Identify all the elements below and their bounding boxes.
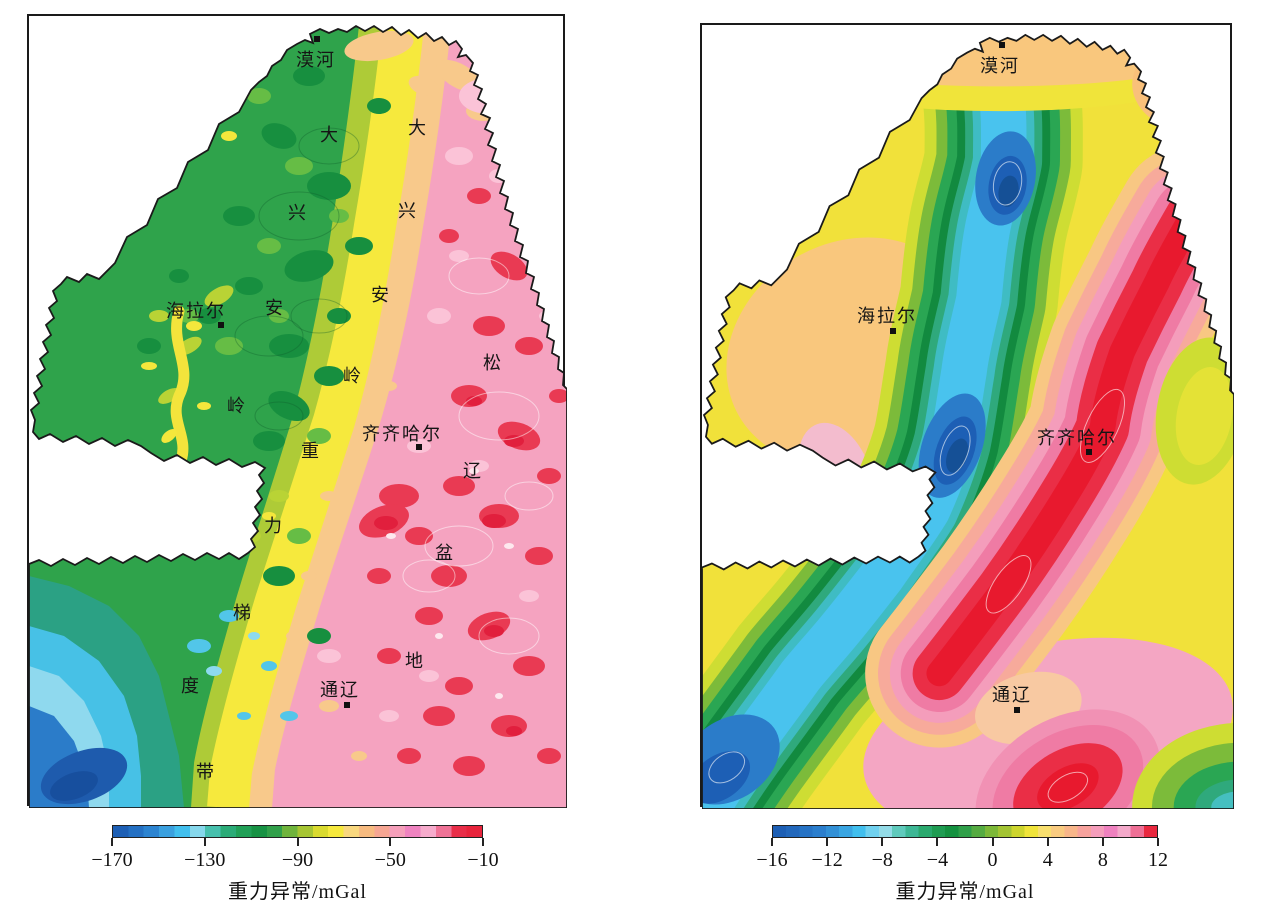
right-contour-map-graphic: [702, 33, 1234, 809]
city-marker-hailar: [890, 328, 896, 334]
gradient-belt-label-char: 度: [181, 676, 199, 696]
city-marker-tongliao: [344, 702, 350, 708]
gradient-belt-label-char: 大: [408, 118, 426, 138]
city-marker-tongliao: [1014, 707, 1020, 713]
colorbar-tick-label: 0: [987, 849, 998, 871]
mountain-label-char: 安: [265, 298, 283, 318]
right-colorbar: −16 −12 −8 −4 0 4 8 12 重力异常/mGal: [756, 825, 1168, 921]
gradient-belt-label-char: 梯: [233, 603, 251, 623]
colorbar-tick: [991, 838, 994, 846]
colorbar-tick-label: −4: [926, 849, 949, 871]
city-marker-hailar: [218, 322, 224, 328]
city-label-mohe: 漠河: [980, 56, 1020, 76]
colorbar-tick-label: −12: [811, 849, 843, 871]
basin-label-char: 盆: [435, 543, 453, 563]
city-label-hailar: 海拉尔: [857, 306, 917, 326]
gradient-belt-label-char: 重: [301, 441, 319, 461]
colorbar-tick: [1101, 838, 1104, 846]
colorbar-tick: [936, 838, 939, 846]
city-marker-qiqihar: [416, 444, 422, 450]
colorbar-tick-label: −90: [281, 849, 314, 871]
colorbar-tick: [1046, 838, 1049, 846]
colorbar-tick-label: −50: [374, 849, 406, 871]
gradient-belt-label-char: 安: [371, 285, 389, 305]
left-colorbar: −170 −130 −90 −50 −10 重力异常/mGal: [91, 825, 499, 921]
colorbar-tick: [296, 838, 299, 846]
colorbar-tick-label: 12: [1148, 849, 1168, 871]
right-colorbar-gradient: [772, 825, 1158, 838]
colorbar-tick-label: 8: [1097, 849, 1108, 871]
city-label-hailar: 海拉尔: [166, 301, 226, 321]
city-marker-mohe: [314, 36, 320, 42]
colorbar-tick-label: −16: [756, 849, 788, 871]
left-gravity-map: 漠河 海拉尔 齐齐哈尔 通辽 大 兴 安 岭 大 兴 安 岭 重 力 梯 度 带…: [27, 14, 567, 808]
colorbar-tick: [1157, 838, 1159, 846]
left-colorbar-title: 重力异常/mGal: [228, 881, 367, 903]
left-contour-map-graphic: [29, 24, 567, 808]
colorbar-tick: [826, 838, 829, 846]
right-colorbar-title: 重力异常/mGal: [895, 881, 1035, 903]
basin-label-char: 松: [483, 353, 501, 373]
city-marker-qiqihar: [1086, 449, 1092, 455]
gradient-belt-label-char: 力: [264, 516, 282, 536]
colorbar-tick: [771, 838, 773, 846]
colorbar-tick: [111, 838, 113, 846]
city-label-qiqihar: 齐齐哈尔: [362, 424, 442, 444]
mountain-label-char: 大: [320, 125, 338, 145]
gradient-belt-label-char: 岭: [343, 366, 361, 386]
city-label-tongliao: 通辽: [992, 685, 1032, 705]
basin-label-char: 地: [405, 651, 423, 671]
colorbar-tick: [881, 838, 884, 846]
colorbar-tick: [203, 838, 206, 846]
colorbar-tick: [482, 838, 484, 846]
colorbar-tick: [389, 838, 392, 846]
left-colorbar-gradient: [112, 825, 483, 838]
gradient-belt-label-char: 兴: [398, 201, 416, 221]
city-marker-mohe: [999, 42, 1005, 48]
colorbar-tick-label: 4: [1042, 849, 1053, 871]
city-label-tongliao: 通辽: [320, 680, 360, 700]
basin-label-char: 辽: [463, 461, 481, 481]
colorbar-tick-label: −130: [184, 849, 226, 871]
right-gravity-map: 漠河 海拉尔 齐齐哈尔 通辽: [700, 23, 1234, 809]
colorbar-tick-label: −170: [91, 849, 133, 871]
mountain-label-char: 岭: [227, 396, 245, 416]
gradient-belt-label-char: 带: [196, 762, 214, 782]
mountain-label-char: 兴: [288, 203, 306, 223]
colorbar-tick-label: −10: [467, 849, 499, 871]
city-label-mohe: 漠河: [296, 50, 336, 70]
colorbar-tick-label: −8: [871, 849, 893, 871]
city-label-qiqihar: 齐齐哈尔: [1037, 428, 1117, 448]
